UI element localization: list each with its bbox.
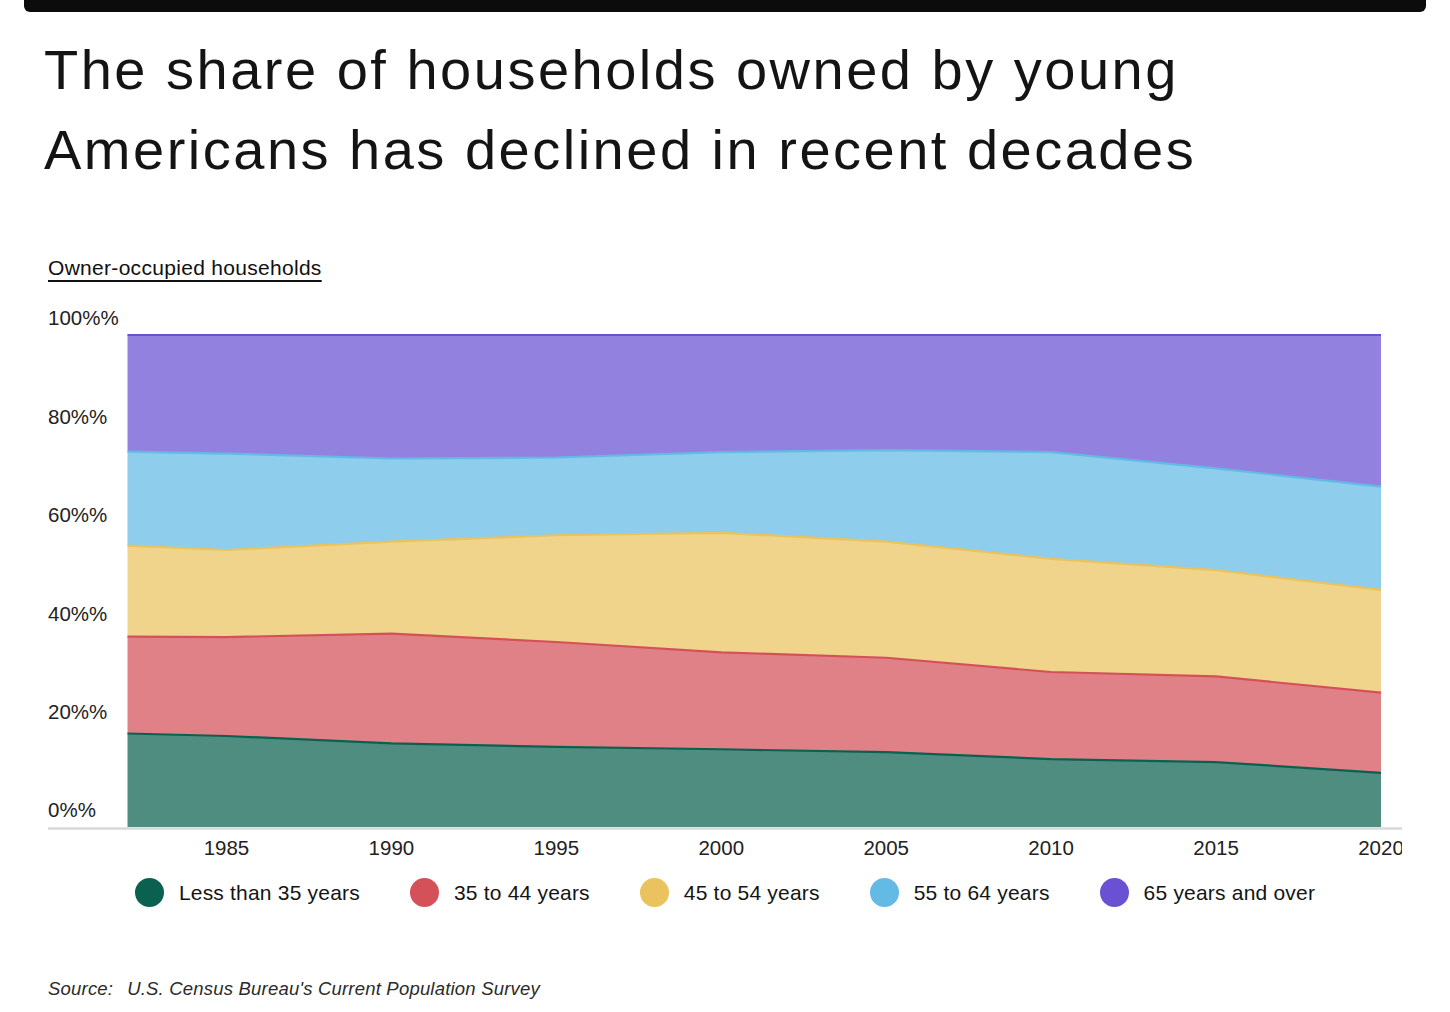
legend-label: 55 to 64 years: [914, 881, 1050, 905]
y-tick-label: 60%%: [48, 503, 107, 526]
legend-swatch-green: [135, 878, 164, 907]
x-tick-label: 2000: [698, 836, 744, 859]
chart-legend: Less than 35 years 35 to 44 years 45 to …: [0, 878, 1450, 907]
x-tick-label: 2020: [1358, 836, 1402, 859]
legend-swatch-yellow: [640, 878, 669, 907]
legend-swatch-purple: [1100, 878, 1129, 907]
legend-label: 45 to 54 years: [684, 881, 820, 905]
legend-item-less-than-35: Less than 35 years: [135, 878, 360, 907]
source-text: U.S. Census Bureau's Current Population …: [127, 978, 540, 999]
legend-swatch-red: [410, 878, 439, 907]
y-tick-label: 100%%: [48, 306, 119, 329]
legend-label: Less than 35 years: [179, 881, 360, 905]
legend-item-55-to-64: 55 to 64 years: [870, 878, 1050, 907]
x-tick-label: 1985: [204, 836, 250, 859]
stacked-area-chart: 0%% 20%% 40%% 60%% 80%% 100%% 1985 1990 1995 2000…: [48, 300, 1402, 870]
legend-item-65-and-over: 65 years and over: [1100, 878, 1316, 907]
page-title-line-1: The share of households owned by young: [44, 30, 1434, 110]
y-tick-label: 20%%: [48, 700, 107, 723]
y-tick-label: 0%%: [48, 798, 96, 821]
legend-label: 65 years and over: [1144, 881, 1316, 905]
accent-top-bar: [24, 0, 1426, 12]
chart-container: 0%% 20%% 40%% 60%% 80%% 100%% 1985 1990 1995 2000…: [48, 300, 1402, 870]
x-tick-label: 2010: [1028, 836, 1074, 859]
chart-axis-title: Owner-occupied households: [48, 256, 322, 280]
y-tick-label: 40%%: [48, 602, 107, 625]
source-prefix: Source:: [48, 978, 113, 999]
x-tick-label: 2015: [1193, 836, 1239, 859]
legend-swatch-blue: [870, 878, 899, 907]
legend-item-35-to-44: 35 to 44 years: [410, 878, 590, 907]
page-title-line-2: Americans has declined in recent decades: [44, 110, 1434, 190]
page-title: The share of households owned by young A…: [44, 30, 1434, 190]
x-tick-label: 1990: [369, 836, 415, 859]
x-tick-label: 1995: [534, 836, 580, 859]
y-tick-label: 80%%: [48, 405, 107, 428]
source-attribution: Source: U.S. Census Bureau's Current Popu…: [48, 978, 540, 1000]
legend-item-45-to-54: 45 to 54 years: [640, 878, 820, 907]
legend-label: 35 to 44 years: [454, 881, 590, 905]
x-tick-label: 2005: [863, 836, 909, 859]
